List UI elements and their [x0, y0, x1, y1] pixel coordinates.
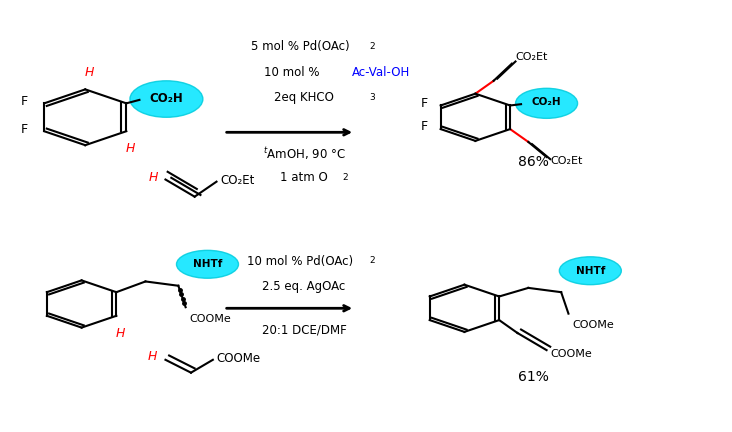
Ellipse shape [176, 250, 239, 278]
Text: 2: 2 [370, 42, 376, 51]
Text: CO₂Et: CO₂Et [550, 156, 583, 166]
Text: COOMe: COOMe [217, 352, 261, 365]
Text: $^t$AmOH, 90 °C: $^t$AmOH, 90 °C [263, 146, 346, 162]
Text: CO₂H: CO₂H [149, 92, 183, 105]
Text: NHTf: NHTf [575, 266, 605, 276]
Text: 2: 2 [370, 256, 376, 265]
Text: H: H [116, 327, 124, 340]
Text: 2eq KHCO: 2eq KHCO [274, 92, 334, 105]
Ellipse shape [515, 88, 578, 118]
Text: F: F [420, 121, 427, 133]
Text: 86%: 86% [518, 156, 549, 169]
Text: CO₂H: CO₂H [531, 98, 561, 108]
Text: CO₂Et: CO₂Et [515, 52, 548, 62]
Text: 10 mol %: 10 mol % [264, 66, 323, 79]
Text: 5 mol % Pd(OAc): 5 mol % Pd(OAc) [251, 40, 350, 53]
Text: H: H [147, 350, 157, 363]
Text: Ac-Val-OH: Ac-Val-OH [351, 66, 410, 79]
Text: 1 atm O: 1 atm O [280, 171, 328, 184]
Text: 10 mol % Pd(OAc): 10 mol % Pd(OAc) [247, 254, 354, 267]
Text: 2: 2 [343, 173, 348, 182]
Text: NHTf: NHTf [193, 259, 223, 269]
Text: H: H [149, 171, 158, 184]
Text: F: F [420, 97, 427, 110]
Text: 20:1 DCE/DMF: 20:1 DCE/DMF [261, 323, 346, 336]
Text: COOMe: COOMe [190, 314, 231, 324]
Text: 61%: 61% [518, 370, 549, 384]
Ellipse shape [559, 257, 621, 285]
Ellipse shape [130, 81, 203, 117]
Text: H: H [125, 142, 135, 155]
Text: 3: 3 [370, 93, 376, 102]
Text: F: F [21, 95, 28, 108]
Text: H: H [84, 66, 94, 79]
Text: 2.5 eq. AgOAc: 2.5 eq. AgOAc [262, 280, 346, 293]
Text: CO₂Et: CO₂Et [220, 174, 255, 187]
Text: COOMe: COOMe [550, 349, 592, 359]
Text: F: F [21, 123, 28, 136]
Text: COOMe: COOMe [572, 320, 614, 330]
